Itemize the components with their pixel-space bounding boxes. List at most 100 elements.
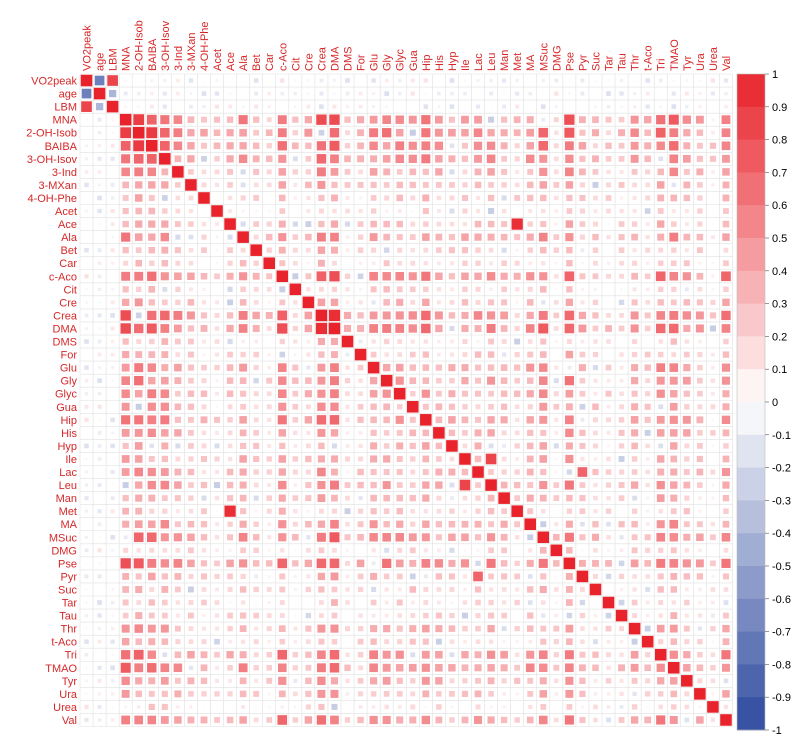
cell-tau-mna (122, 612, 129, 619)
cell-age-for (358, 91, 363, 96)
colorbar-tick-label: 0 (772, 397, 778, 409)
cell-dma-lbm (110, 326, 115, 331)
cell-pyr-leu (488, 573, 494, 580)
cell-lbm-ace (228, 104, 232, 109)
cell-t-aco-mna (121, 637, 130, 646)
cell-ma-ala (239, 520, 247, 528)
cell-val-for (357, 716, 364, 724)
cell-leu-gly (382, 481, 391, 490)
cell-tau-3-mxan (188, 612, 194, 619)
cell-bet-his (436, 247, 442, 253)
column-label-for: For (356, 54, 368, 71)
cell-lbm-4-oh-phe (202, 104, 206, 109)
cell-crea-crea (315, 309, 328, 322)
cell-age-glu (372, 92, 376, 96)
cell-ura-car (267, 692, 271, 696)
cell-leu-leu (485, 479, 497, 491)
cell-tyr-ala (239, 677, 247, 685)
row-label-2-oh-isob: 2-OH-Isob (26, 128, 77, 140)
cell-gua-hyp (448, 403, 456, 410)
column-label-cre: Cre (303, 53, 315, 71)
cell-vo2peak-3-oh-isov (163, 78, 167, 83)
cell-3-ind-c-aco (278, 168, 287, 176)
cell-gua-crea (317, 402, 326, 411)
cell-msuc-tri (656, 532, 666, 542)
cell-val-baiba (147, 715, 157, 725)
cell-pse-for (356, 559, 365, 568)
cell-acet-his (436, 209, 441, 213)
cell-gua-4-oh-phe (201, 404, 207, 410)
cell-hyp-tyr (684, 443, 690, 449)
cell-ala-acet (215, 235, 219, 239)
cell-3-mxan-vo2peak (84, 182, 89, 188)
cell-ura-lbm (110, 692, 115, 696)
colorbar-segment (737, 303, 765, 337)
cell-his-thr (631, 429, 639, 437)
cell-tyr-tau (619, 678, 624, 683)
cell-3-oh-isov-bet (252, 155, 260, 163)
cell-glu-t-aco (644, 364, 651, 371)
cell-car-dmg (554, 261, 558, 265)
cell-hip-ma (526, 416, 534, 424)
cell-tri-pyr (579, 651, 586, 658)
cell-tau-thr (632, 613, 638, 619)
cell-age-leu (489, 91, 493, 96)
cell-lbm-baiba (149, 104, 154, 109)
cell-acet-gua (411, 209, 414, 213)
cell-dms-leu (488, 338, 494, 345)
cell-thr-car (266, 626, 272, 632)
cell-val-car (266, 717, 273, 723)
cell-cre-dma (330, 298, 339, 307)
cell-tau-ala (240, 612, 247, 619)
row-label-pse: Pse (58, 558, 77, 570)
cell-msuc-3-oh-isov (160, 533, 169, 542)
cell-leu-gua (409, 482, 416, 488)
cell-glu-age (98, 366, 102, 370)
cell-2-oh-isob-leu (487, 129, 495, 137)
cell-acet-mna (122, 207, 129, 215)
cell-urea-dmg (555, 706, 558, 708)
cell-vo2peak-pyr (580, 78, 585, 83)
colorbar-tick-label: -0.4 (772, 528, 791, 540)
cell-tmao-3-mxan (188, 665, 194, 670)
cell-dms-vo2peak (84, 339, 89, 344)
cell-tar-dmg (554, 601, 558, 604)
cell-tri-lbm (111, 653, 114, 656)
column-label-bet: Bet (251, 54, 263, 71)
cell-lac-hyp (448, 468, 456, 476)
cell-bet-dma (330, 246, 338, 254)
cell-dmg-val (723, 547, 729, 553)
cell-msuc-val (721, 533, 731, 542)
cell-bet-dms (345, 248, 350, 252)
cell-mna-bet (253, 116, 260, 123)
cell-pse-msuc (538, 558, 548, 568)
cell-leu-baiba (147, 480, 156, 490)
cell-ile-his (436, 456, 442, 462)
cell-2-oh-isob-ma (526, 128, 535, 137)
cell-dma-met (514, 325, 520, 332)
cell-gly-gua (409, 377, 417, 385)
cell-t-aco-3-ind (175, 639, 181, 645)
cell-suc-lac (474, 586, 482, 593)
cell-c-aco-gly (382, 272, 391, 281)
cell-thr-pse (565, 624, 574, 633)
cell-pse-ile (460, 559, 470, 568)
cell-bet-tri (658, 247, 664, 253)
cell-pyr-urea (711, 574, 715, 578)
cell-leu-pse (564, 480, 574, 490)
cell-met-dmg (555, 510, 557, 512)
cell-ace-gly (383, 220, 390, 228)
cell-tyr-pse (565, 676, 574, 685)
cell-age-hyp (450, 91, 454, 96)
cell-ace-lbm (110, 222, 115, 226)
cell-dmg-2-oh-isob (136, 548, 141, 553)
cell-ace-tyr (684, 222, 689, 227)
cell-man-3-ind (174, 495, 181, 502)
cell-t-aco-dmg (553, 639, 559, 645)
cell-tyr-mna (121, 676, 130, 685)
cell-cit-leu (489, 287, 493, 292)
cell-his-dmg (554, 431, 559, 435)
cell-hip-dmg (554, 417, 559, 422)
cell-tri-baiba (147, 650, 156, 659)
cell-gly-ura (697, 377, 703, 384)
